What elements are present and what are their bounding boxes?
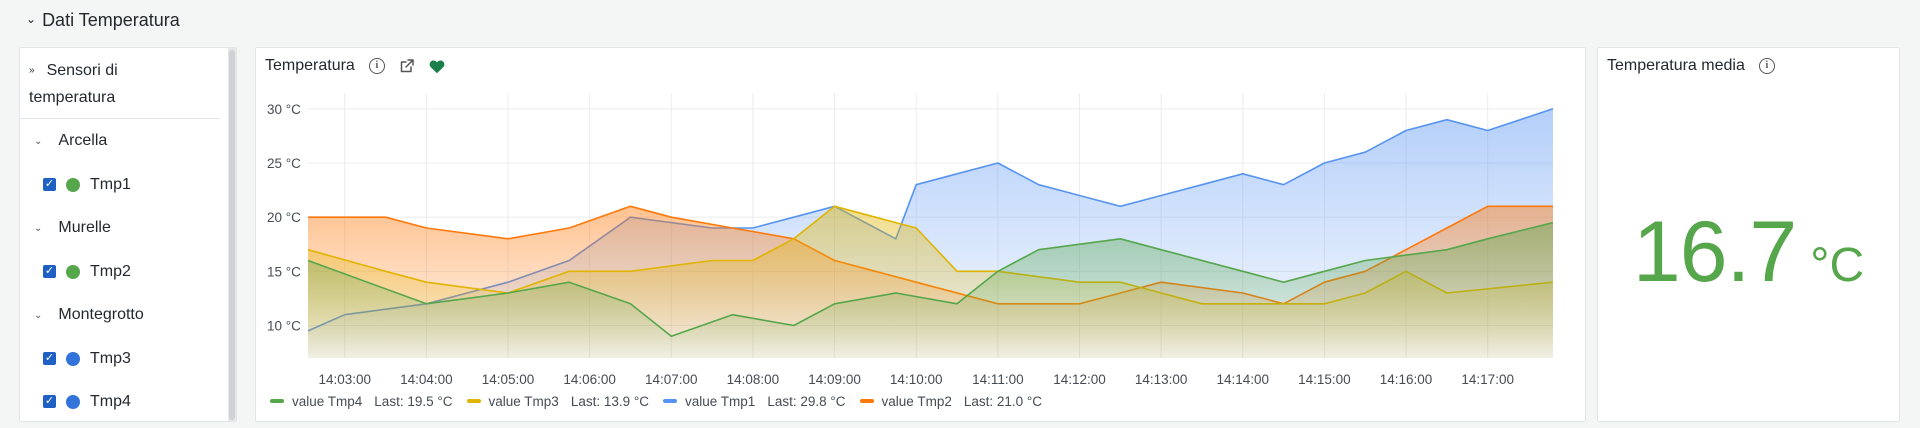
stat-panel-header: Temperatura media i bbox=[1607, 54, 1775, 78]
temperature-chart: 10 °C 15 °C 20 °C 25 °C 30 °C 14:03:00 14:04:0… bbox=[267, 93, 1554, 387]
legend-last-number: 29.8 °C bbox=[800, 393, 846, 409]
legend-series-name: value Tmp4 bbox=[292, 393, 363, 409]
sensor-status-dot bbox=[66, 264, 80, 279]
y-tick-label: 25 °C bbox=[267, 156, 301, 171]
legend-series-name: value Tmp2 bbox=[881, 393, 952, 409]
chart-legend: value Tmp4 Last: 19.5 °C value Tmp3 Last: 1… bbox=[270, 391, 1046, 411]
sidebar-header[interactable]: » Sensori di temperatura bbox=[20, 48, 220, 119]
x-tick-label: 14:17:00 bbox=[1461, 372, 1514, 387]
sensor-label: Tmp1 bbox=[90, 175, 131, 193]
x-tick-label: 14:08:00 bbox=[727, 372, 780, 387]
legend-last-number: 21.0 °C bbox=[996, 393, 1043, 409]
legend-last-value: Last: 29.8 °C bbox=[767, 393, 846, 409]
y-tick-label: 10 °C bbox=[267, 319, 301, 334]
sensor-label: Tmp2 bbox=[90, 262, 131, 280]
legend-item[interactable]: value Tmp2 Last: 21.0 °C bbox=[859, 393, 1043, 409]
row-header[interactable]: ⌄ Dati Temperatura bbox=[26, 6, 180, 34]
x-tick-label: 14:13:00 bbox=[1135, 372, 1188, 387]
sensor-label: Tmp4 bbox=[90, 392, 131, 410]
sensor-status-dot bbox=[66, 351, 80, 366]
legend-last-value: Last: 19.5 °C bbox=[374, 393, 453, 409]
stat-value: 16.7 °C bbox=[1598, 203, 1899, 302]
heart-icon[interactable] bbox=[429, 59, 445, 74]
sensor-status-dot bbox=[66, 394, 80, 409]
legend-last-number: 19.5 °C bbox=[407, 393, 453, 409]
chevron-down-icon: ⌄ bbox=[34, 222, 43, 234]
x-tick-label: 14:11:00 bbox=[972, 372, 1024, 387]
external-link-icon[interactable] bbox=[399, 58, 415, 74]
sensor-checkbox[interactable]: ✓ bbox=[43, 352, 56, 365]
x-tick-label: 14:09:00 bbox=[808, 372, 861, 387]
legend-last-value: Last: 21.0 °C bbox=[963, 393, 1043, 409]
stat-unit: °C bbox=[1810, 239, 1865, 292]
chart-panel-header: Temperatura i bbox=[265, 54, 445, 78]
sensor-item[interactable]: ✓ Tmp2 bbox=[20, 250, 236, 293]
sensor-group[interactable]: ⌄ Murelle bbox=[20, 206, 236, 250]
legend-last-value: Last: 13.9 °C bbox=[570, 393, 650, 409]
sensor-group[interactable]: ⌄ Arcella bbox=[20, 119, 236, 163]
sensor-status-dot bbox=[66, 177, 80, 192]
scrollbar[interactable] bbox=[228, 48, 236, 421]
legend-item[interactable]: value Tmp4 Last: 19.5 °C bbox=[270, 394, 453, 409]
legend-swatch bbox=[270, 399, 284, 403]
group-label: Arcella bbox=[58, 132, 108, 149]
average-temperature-panel: Temperatura media i 16.7 °C bbox=[1597, 47, 1900, 422]
legend-swatch bbox=[663, 399, 678, 403]
chart-panel-title[interactable]: Temperatura bbox=[265, 57, 355, 74]
x-tick-label: 14:12:00 bbox=[1053, 372, 1106, 387]
y-tick-label: 20 °C bbox=[267, 210, 301, 225]
group-label: Montegrotto bbox=[58, 306, 144, 323]
legend-series-name: value Tmp3 bbox=[488, 393, 559, 409]
x-tick-label: 14:07:00 bbox=[645, 372, 698, 387]
sensor-checkbox[interactable]: ✓ bbox=[43, 178, 56, 191]
row-title: Dati Temperatura bbox=[42, 9, 180, 30]
sensor-label: Tmp3 bbox=[90, 349, 131, 367]
sensor-item[interactable]: ✓ Tmp4 bbox=[20, 380, 236, 421]
info-icon[interactable]: i bbox=[368, 58, 385, 74]
sensor-group[interactable]: ⌄ Montegrotto bbox=[20, 293, 236, 337]
legend-series-name: value Tmp1 bbox=[685, 393, 756, 409]
info-icon[interactable]: i bbox=[1758, 58, 1775, 74]
y-tick-label: 30 °C bbox=[267, 102, 301, 117]
sensor-tree-panel: » Sensori di temperatura ⌄ Arcella ✓ Tmp1 ⌄ Mu… bbox=[19, 47, 237, 422]
chevron-down-icon: ⌄ bbox=[26, 12, 37, 26]
sidebar-title: Sensori di temperatura bbox=[29, 62, 118, 106]
sensor-checkbox[interactable]: ✓ bbox=[43, 395, 56, 408]
group-label: Murelle bbox=[58, 219, 111, 236]
sensor-list: ⌄ Arcella ✓ Tmp1 ⌄ Murelle ✓ Tmp2 ⌄ Montegrotto ✓ T… bbox=[20, 119, 236, 421]
legend-item[interactable]: value Tmp3 Last: 13.9 °C bbox=[466, 393, 650, 409]
x-tick-label: 14:15:00 bbox=[1298, 372, 1351, 387]
series-line bbox=[307, 221, 1554, 338]
x-tick-label: 14:05:00 bbox=[482, 372, 535, 387]
x-tick-label: 14:16:00 bbox=[1380, 372, 1433, 387]
temperature-chart-panel: 10 °C 15 °C 20 °C 25 °C 30 °C 14:03:00 14:04:0… bbox=[255, 47, 1586, 422]
scrollbar-thumb[interactable] bbox=[229, 50, 235, 420]
series-area bbox=[308, 222, 1553, 358]
stat-panel-title[interactable]: Temperatura media bbox=[1607, 57, 1745, 74]
x-tick-label: 14:04:00 bbox=[400, 372, 453, 387]
chevron-down-icon: ⌄ bbox=[34, 309, 43, 321]
legend-swatch bbox=[859, 399, 874, 403]
sensor-checkbox[interactable]: ✓ bbox=[43, 265, 56, 278]
stat-number: 16.7 bbox=[1632, 204, 1797, 300]
legend-item[interactable]: value Tmp1 Last: 29.8 °C bbox=[663, 394, 846, 409]
sensor-item[interactable]: ✓ Tmp1 bbox=[20, 163, 236, 206]
x-tick-label: 14:14:00 bbox=[1216, 372, 1269, 387]
x-tick-label: 14:10:00 bbox=[890, 372, 943, 387]
legend-swatch bbox=[466, 399, 481, 403]
y-tick-label: 15 °C bbox=[267, 264, 301, 279]
double-chevron-down-icon[interactable]: » bbox=[29, 65, 35, 76]
x-tick-label: 14:03:00 bbox=[318, 372, 371, 387]
sensor-item[interactable]: ✓ Tmp3 bbox=[20, 337, 236, 380]
legend-last-number: 13.9 °C bbox=[603, 393, 650, 409]
chevron-down-icon: ⌄ bbox=[34, 135, 43, 147]
x-tick-label: 14:06:00 bbox=[563, 372, 616, 387]
